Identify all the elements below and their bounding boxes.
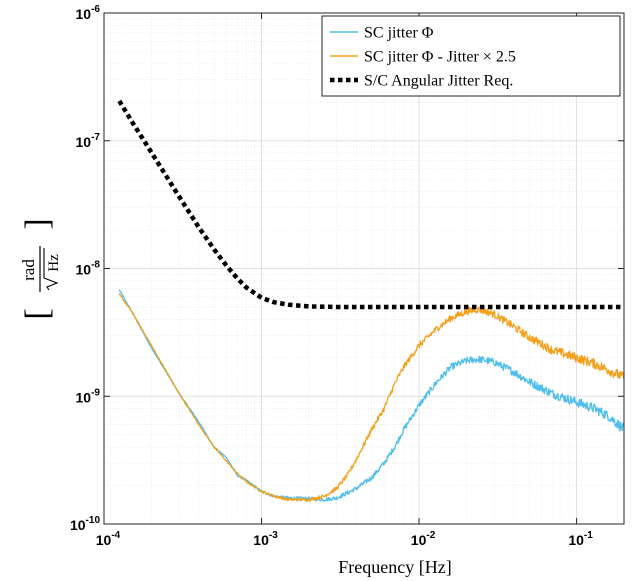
- legend-label-3: S/C Angular Jitter Req.: [364, 73, 513, 90]
- x-tick-label: 10-3: [253, 530, 278, 548]
- series-line-2: [118, 293, 625, 502]
- legend-label-2: SC jitter Φ - Jitter × 2.5: [364, 49, 516, 66]
- y-tick-label: 10-6: [76, 4, 101, 22]
- y-tick-label: 10-9: [76, 387, 101, 405]
- series-line-1: [118, 289, 625, 502]
- y-tick-labels: 10-10 10-9 10-8 10-7 10-6: [70, 4, 100, 533]
- x-tick-label: 10-2: [411, 530, 436, 548]
- y-label-numerator: rad: [19, 259, 38, 281]
- series-layer: [117, 99, 625, 502]
- legend: SC jitter Φ SC jitter Φ - Jitter × 2.5 S/C…: [321, 15, 621, 97]
- y-tick-label: 10-7: [76, 132, 101, 150]
- x-axis-label: Frequency [Hz]: [338, 557, 451, 577]
- y-label-sqrt-sign: [43, 248, 59, 291]
- series-line-3: [117, 99, 624, 310]
- x-tick-label: 10-1: [568, 530, 593, 548]
- legend-label-1: SC jitter Φ: [364, 25, 434, 42]
- y-label-denominator: Hz: [46, 254, 62, 272]
- x-tick-label: 10-4: [96, 530, 121, 548]
- x-tick-labels: 10-4 10-3 10-2 10-1: [96, 530, 593, 548]
- y-tick-label: 10-10: [70, 515, 100, 533]
- y-label-right-bracket: ]: [19, 218, 56, 229]
- y-label-left-bracket: [: [19, 308, 56, 319]
- y-axis-label: [ rad Hz ]: [19, 218, 62, 319]
- legend-box: [321, 15, 621, 97]
- y-tick-label: 10-8: [76, 260, 101, 278]
